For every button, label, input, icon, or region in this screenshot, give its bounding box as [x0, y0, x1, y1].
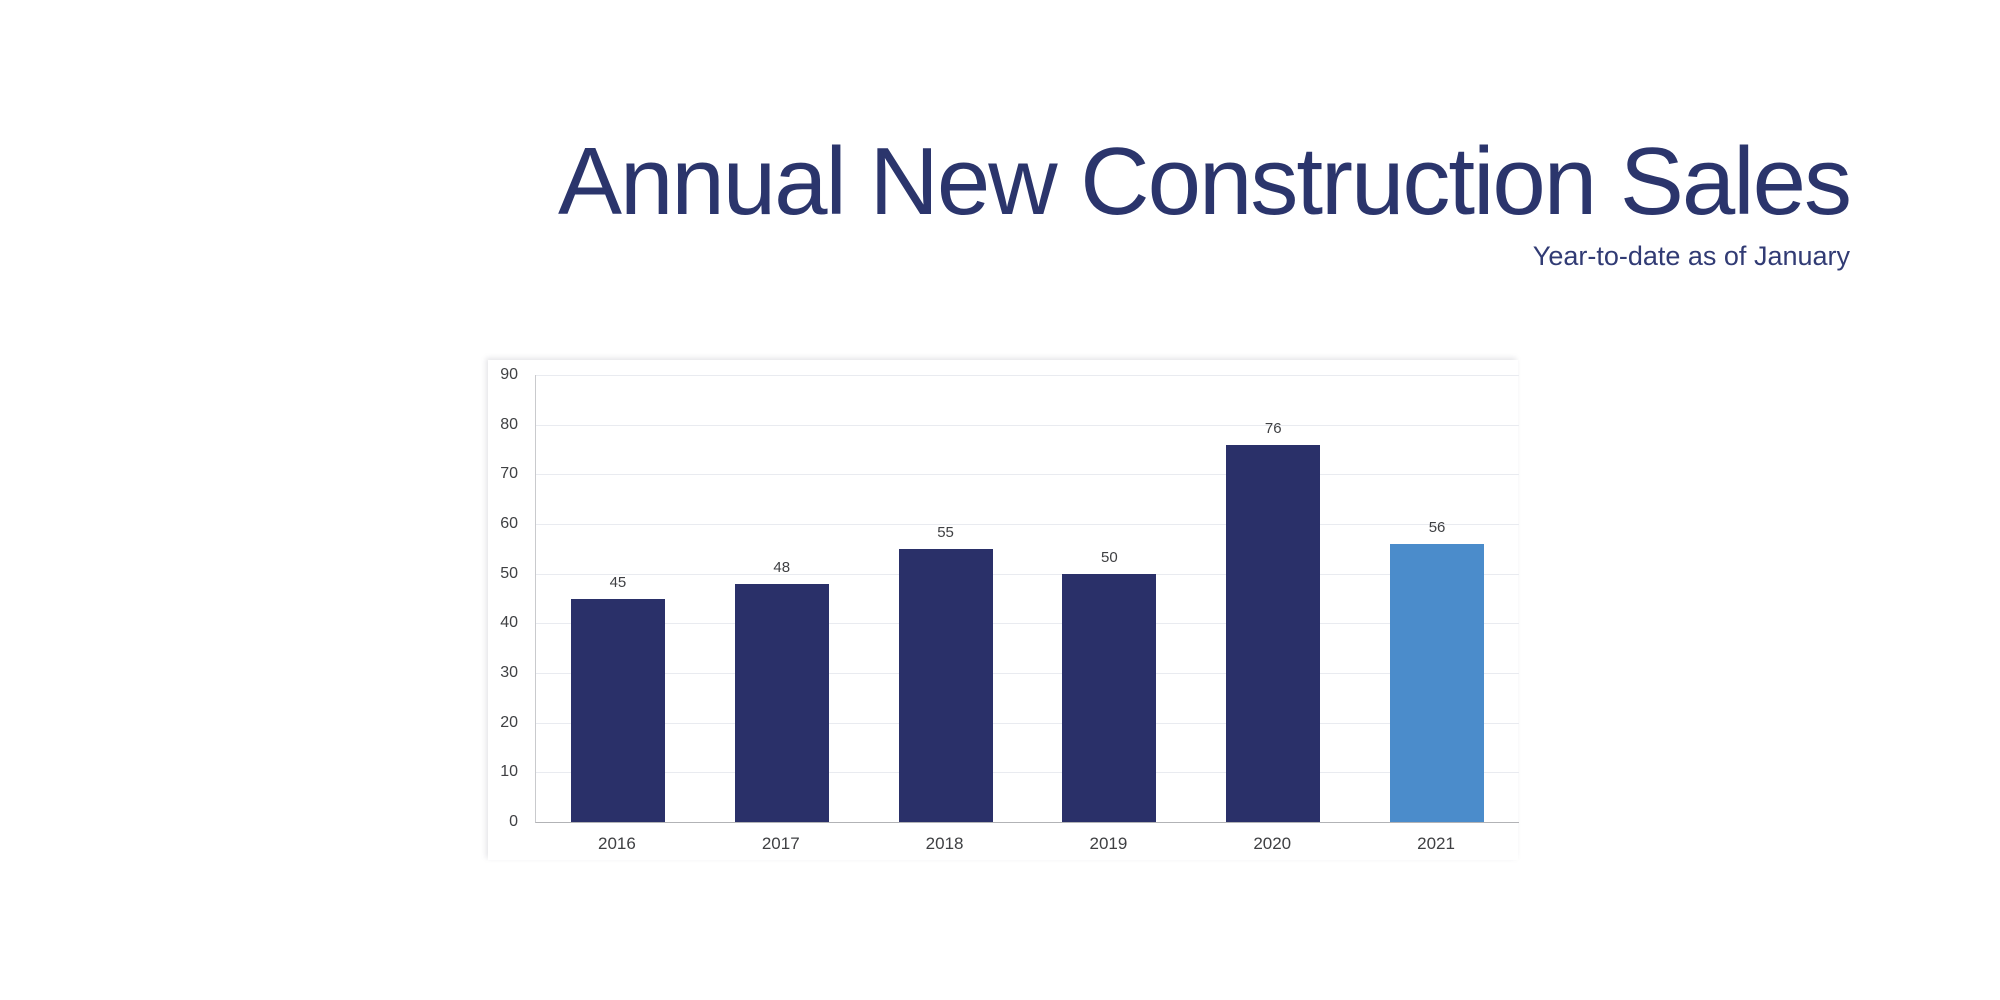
- bar-value-label-2016: 45: [609, 573, 627, 591]
- gridline-30: [536, 673, 1519, 674]
- bar-slot-2019: 50: [1027, 375, 1191, 822]
- page-title: Annual New Construction Sales: [557, 128, 1852, 235]
- page-subtitle: Year-to-date as of January: [1532, 241, 1850, 271]
- gridline-50: [536, 573, 1519, 575]
- x-tick-label-2016: 2016: [598, 834, 636, 853]
- y-tick-label-80: 80: [500, 415, 518, 433]
- bar-2020: [1226, 444, 1321, 822]
- y-tick-label-0: 0: [509, 813, 518, 830]
- x-tick-label-2020: 2020: [1253, 834, 1292, 853]
- bar-chart: 0 10 20 30 40 50 60 70 80 90 45 48 55 50 76 56 2016 201…: [488, 360, 1519, 860]
- x-tick-label-2017: 2017: [761, 834, 800, 853]
- bar-value-label-2018: 55: [937, 523, 954, 541]
- y-tick-label-70: 70: [500, 465, 518, 483]
- gridline-10: [536, 772, 1519, 774]
- gridline-20: [536, 722, 1519, 724]
- gridline-40: [536, 623, 1519, 625]
- y-tick-label-90: 90: [500, 366, 518, 383]
- bar-slot-2021: 56: [1355, 375, 1519, 822]
- bar-series: 45 48 55 50 76 56: [536, 375, 1519, 822]
- y-tick-label-20: 20: [500, 713, 518, 731]
- x-axis-labels: 2016 2017 2018 2019 2020 2021: [535, 834, 1518, 854]
- y-axis-labels: 0 10 20 30 40 50 60 70 80 90: [488, 366, 518, 830]
- bar-slot-2017: 48: [700, 375, 864, 822]
- gridline-80: [536, 424, 1519, 426]
- bar-2019: [1062, 573, 1157, 822]
- bar-slot-2016: 45: [536, 375, 700, 822]
- gridline-70: [536, 474, 1519, 476]
- bar-value-label-2017: 48: [773, 558, 791, 576]
- bar-2016: [570, 598, 665, 822]
- gridline-90: [536, 375, 1519, 376]
- x-tick-label-2019: 2019: [1089, 834, 1128, 853]
- gridline-60: [536, 524, 1519, 525]
- y-tick-label-30: 30: [500, 664, 518, 681]
- y-tick-label-10: 10: [500, 763, 518, 781]
- bar-2018: [898, 548, 993, 822]
- bar-slot-2018: 55: [864, 375, 1028, 822]
- x-tick-label-2021: 2021: [1417, 834, 1455, 853]
- bar-slot-2020: 76: [1191, 375, 1355, 822]
- plot-area: 45 48 55 50 76 56: [535, 375, 1519, 823]
- bar-value-label-2020: 76: [1264, 419, 1282, 437]
- y-tick-label-40: 40: [500, 614, 518, 632]
- y-tick-label-50: 50: [500, 564, 518, 582]
- x-tick-label-2018: 2018: [925, 834, 964, 853]
- bar-2021: [1390, 543, 1485, 822]
- bar-2017: [734, 583, 829, 822]
- bar-value-label-2021: 56: [1428, 518, 1446, 536]
- bar-value-label-2019: 50: [1101, 548, 1118, 566]
- y-tick-label-60: 60: [500, 515, 518, 532]
